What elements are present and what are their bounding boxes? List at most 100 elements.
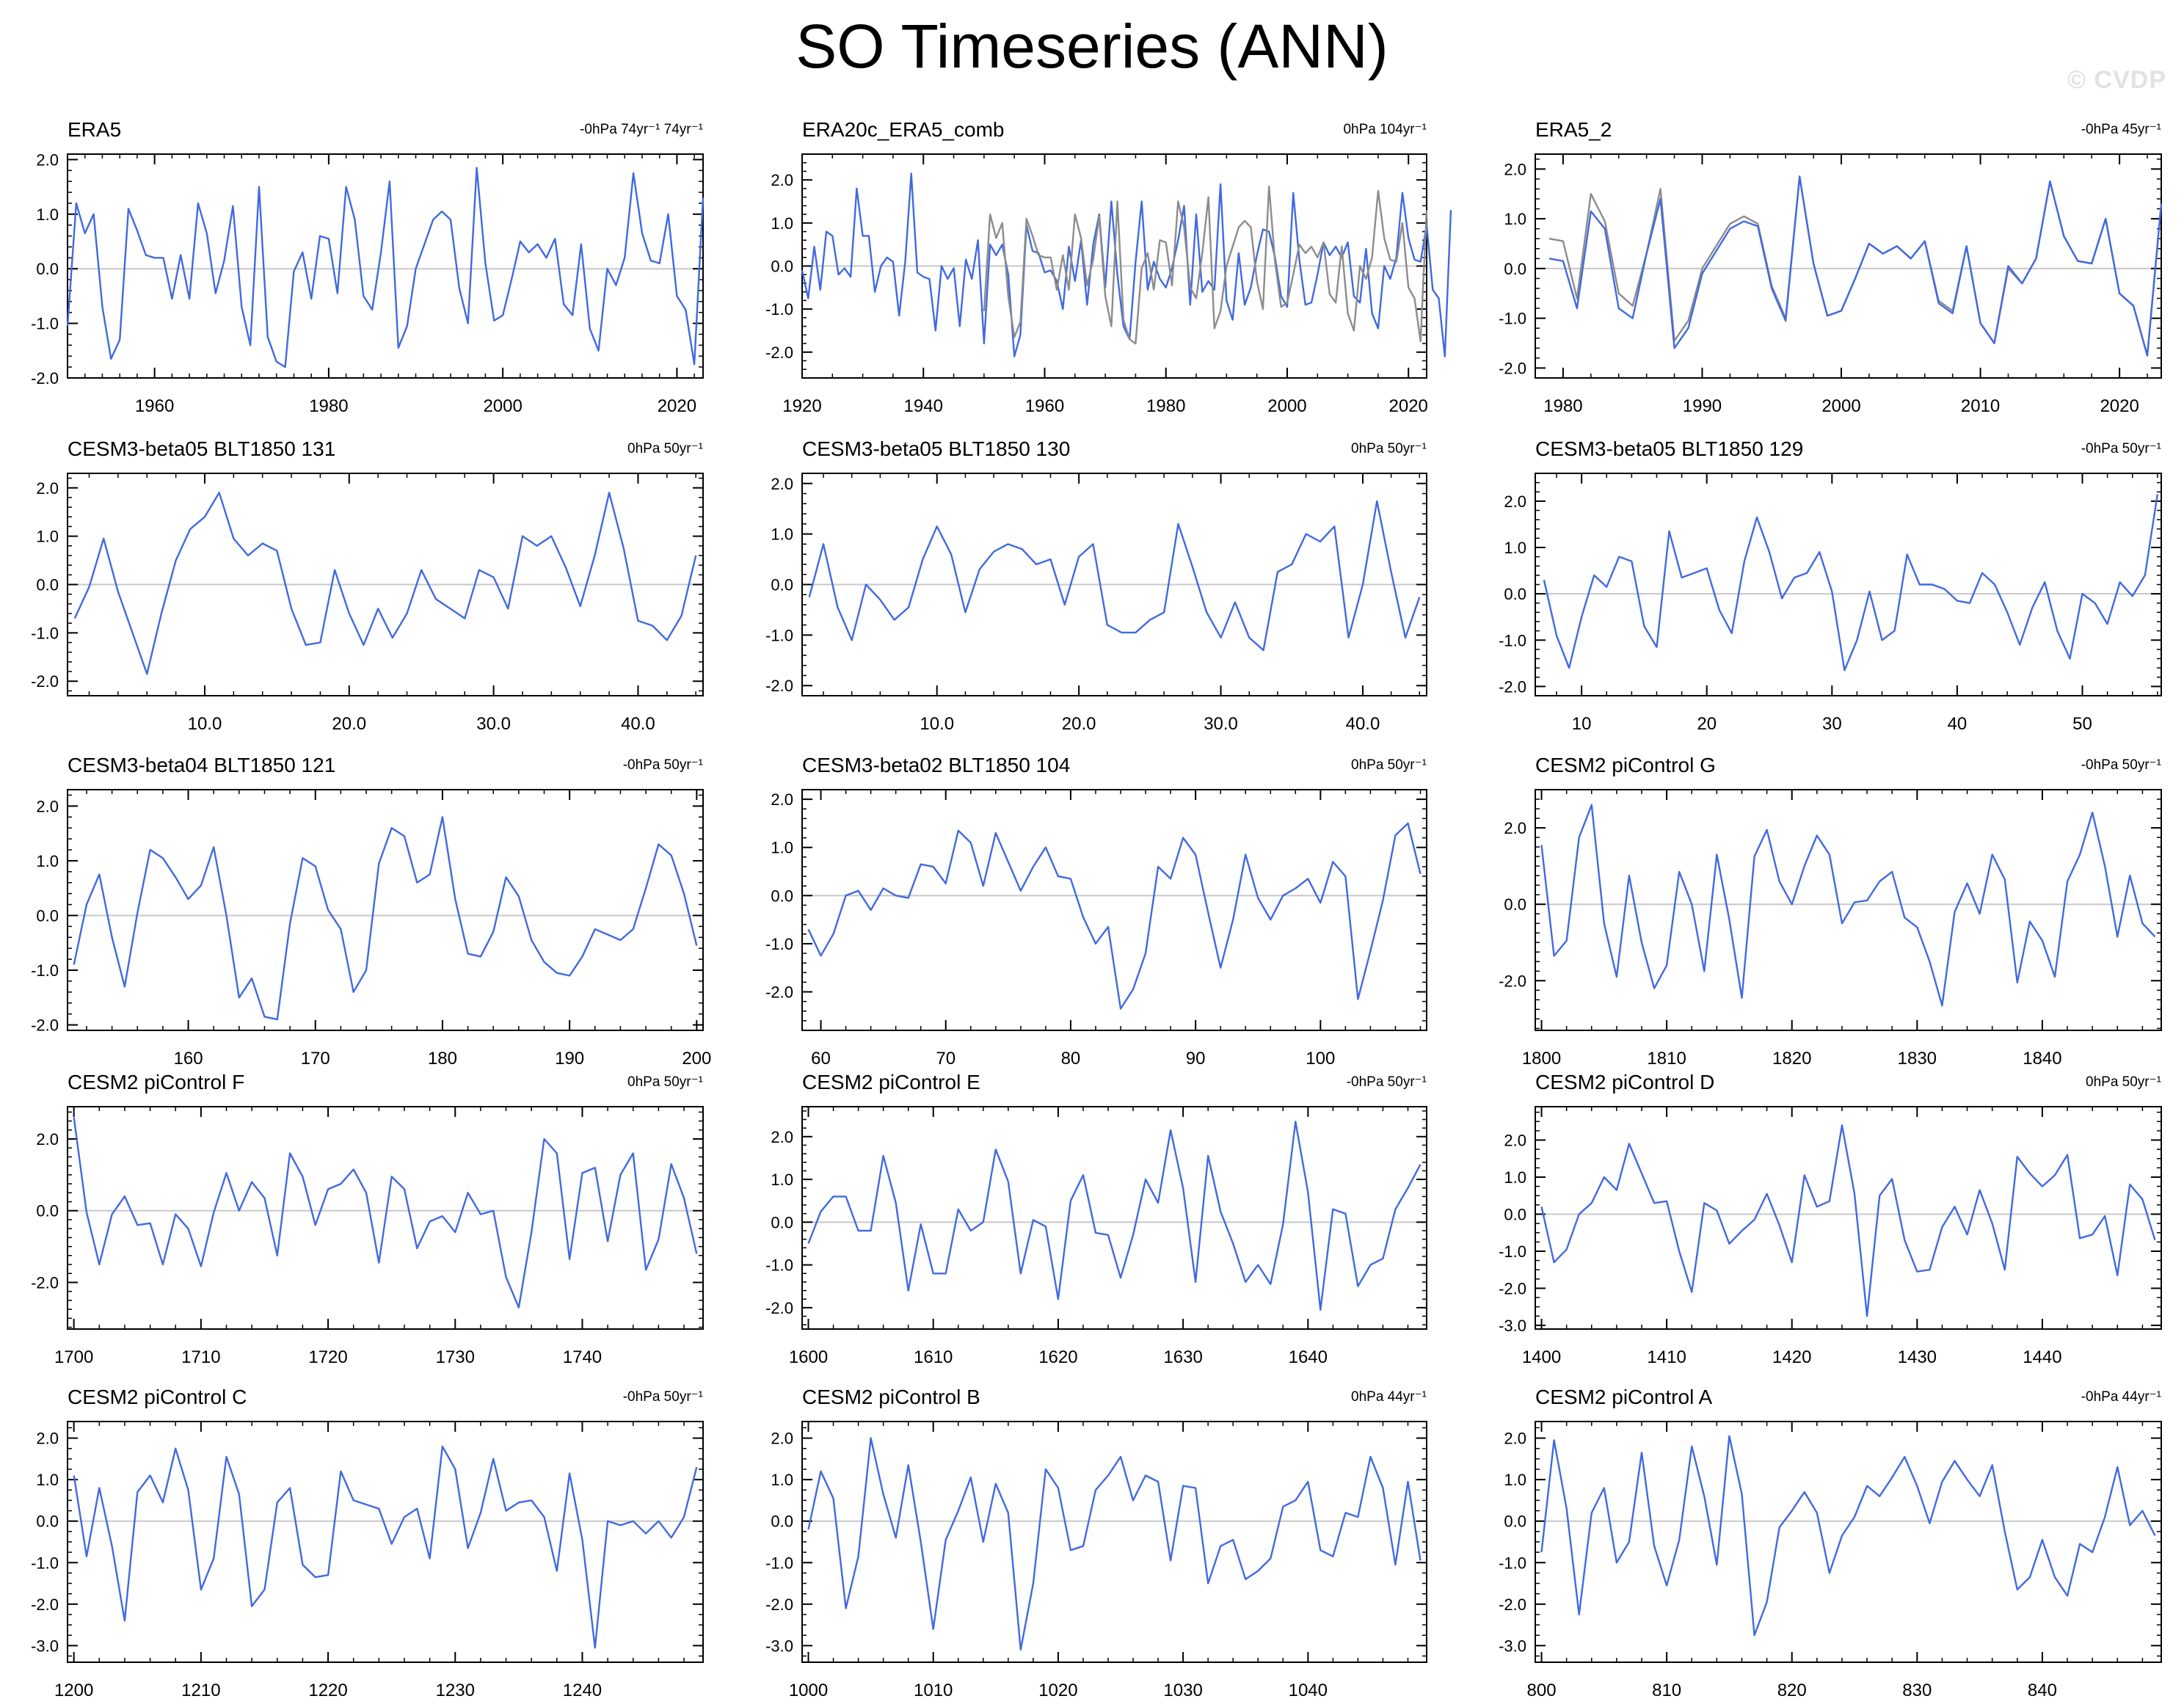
panel-annotation: -0hPa 45yr⁻¹	[2081, 122, 2161, 137]
x-tick-label: 70	[936, 1049, 956, 1069]
x-tick-label: 1980	[1146, 396, 1185, 416]
y-tick-label: 2.0	[1504, 160, 1526, 178]
y-tick-label: 1.0	[771, 839, 793, 857]
chart-panel: CESM2 piControl A -0hPa 44yr⁻¹ -3.0 -2.0 -1.…	[1499, 1386, 2162, 1700]
x-tick-label: 1960	[1025, 396, 1064, 416]
panel-title: CESM2 piControl F	[68, 1071, 244, 1093]
y-tick-label: -2.0	[1499, 677, 1526, 696]
series-line	[73, 816, 698, 1021]
panel-title: CESM2 piControl G	[1535, 754, 1716, 776]
x-tick-label: 40	[1948, 714, 1968, 734]
panel-title: CESM3-beta05 BLT1850 130	[802, 437, 1070, 460]
panel-title: CESM2 piControl A	[1535, 1386, 1713, 1408]
x-tick-label: 1940	[904, 396, 943, 416]
panel-annotation: -0hPa 50yr⁻¹	[623, 1389, 703, 1405]
panel-annotation: 0hPa 104yr⁻¹	[1343, 122, 1427, 137]
x-tick-label: 1700	[54, 1347, 93, 1367]
y-tick-label: 2.0	[36, 1130, 59, 1149]
y-tick-label: 1.0	[36, 1471, 59, 1489]
chart-panel: CESM2 piControl C -0hPa 50yr⁻¹ -3.0 -2.0 -1.…	[31, 1386, 704, 1700]
panel-title: CESM3-beta05 BLT1850 131	[68, 437, 335, 460]
panel-title: CESM2 piControl D	[1535, 1071, 1714, 1093]
y-tick-label: 0.0	[1504, 260, 1526, 278]
x-tick-label: 1990	[1683, 396, 1722, 416]
x-tick-label: 1040	[1289, 1681, 1328, 1700]
y-tick-label: 1.0	[1504, 539, 1526, 557]
x-tick-label: 180	[428, 1049, 457, 1069]
y-tick-label: -2.0	[765, 1299, 793, 1317]
x-tick-label: 30.0	[476, 714, 511, 734]
x-tick-label: 1820	[1772, 1049, 1811, 1069]
x-tick-label: 1600	[789, 1347, 828, 1367]
y-tick-label: 0.0	[771, 258, 793, 276]
x-tick-label: 1840	[2023, 1049, 2061, 1069]
chart-panel: CESM3-beta04 BLT1850 121 -0hPa 50yr⁻¹ -2.0…	[31, 754, 711, 1069]
x-tick-label: 1730	[436, 1347, 475, 1367]
panel-annotation: 0hPa 50yr⁻¹	[2086, 1074, 2161, 1090]
y-tick-label: 0.0	[1504, 585, 1526, 603]
x-tick-label: 1710	[181, 1347, 220, 1367]
panel-title: ERA20c_ERA5_comb	[802, 118, 1004, 141]
panel-title: CESM2 piControl B	[802, 1386, 980, 1408]
y-tick-label: 2.0	[771, 1128, 793, 1146]
y-tick-label: -1.0	[765, 626, 793, 644]
chart-panel: ERA5_2 -0hPa 45yr⁻¹ -2.0 -1.0 0.0 1.0 2.0 1980 1…	[1499, 118, 2163, 416]
y-tick-label: -1.0	[1499, 631, 1526, 649]
y-tick-label: 2.0	[36, 1430, 59, 1448]
y-tick-label: -2.0	[31, 1016, 59, 1035]
x-tick-label: 2000	[483, 396, 522, 416]
x-tick-label: 830	[1902, 1681, 1932, 1700]
plot-frame	[1535, 153, 2162, 379]
y-tick-label: -1.0	[765, 300, 793, 319]
cvdp-watermark: © CVDP	[2067, 66, 2166, 94]
x-tick-label: 1740	[563, 1347, 602, 1367]
plot-frame	[67, 1421, 704, 1663]
x-tick-label: 1800	[1522, 1049, 1561, 1069]
x-tick-label: 50	[2072, 714, 2092, 734]
y-tick-label: 1.0	[36, 852, 59, 870]
x-tick-label: 1980	[309, 396, 348, 416]
y-tick-label: -1.0	[1499, 1554, 1526, 1572]
chart-panel: ERA5 -0hPa 74yr⁻¹ 74yr⁻¹ -2.0 -1.0 0.0 1.0 2.0…	[31, 118, 705, 416]
x-tick-label: 20.0	[1062, 714, 1096, 734]
y-tick-label: 1.0	[771, 1171, 793, 1189]
chart-panel: CESM3-beta02 BLT1850 104 0hPa 50yr⁻¹ -2.0 -…	[765, 754, 1427, 1069]
y-tick-label: 1.0	[1504, 1168, 1526, 1187]
panel-annotation: 0hPa 44yr⁻¹	[1351, 1389, 1427, 1405]
y-tick-label: 2.0	[36, 150, 59, 169]
series-line	[1540, 804, 2156, 1007]
y-tick-label: 2.0	[771, 790, 793, 809]
y-tick-label: 2.0	[1504, 492, 1526, 511]
y-tick-label: 2.0	[1504, 1131, 1526, 1149]
y-tick-label: 2.0	[771, 1430, 793, 1448]
y-tick-label: 2.0	[36, 479, 59, 498]
plot-frame	[801, 789, 1427, 1031]
y-tick-label: -2.0	[1499, 972, 1526, 990]
x-tick-label: 1220	[308, 1681, 347, 1700]
y-tick-label: -2.0	[31, 1595, 59, 1614]
y-tick-label: -1.0	[765, 1554, 793, 1572]
x-tick-label: 800	[1527, 1681, 1557, 1700]
y-tick-label: 0.0	[36, 1202, 59, 1220]
chart-panel: CESM2 piControl G -0hPa 50yr⁻¹ -2.0 0.0 2.0 1…	[1499, 754, 2162, 1069]
x-tick-label: 1210	[181, 1681, 220, 1700]
series-line	[1548, 175, 2163, 357]
x-tick-label: 810	[1652, 1681, 1681, 1700]
panel-annotation: 0hPa 50yr⁻¹	[1351, 441, 1427, 456]
y-tick-label: 2.0	[771, 475, 793, 493]
y-tick-label: -2.0	[31, 369, 59, 387]
x-tick-label: 100	[1306, 1049, 1335, 1069]
chart-panel: ERA20c_ERA5_comb 0hPa 104yr⁻¹ -2.0 -1.0 0.0 1…	[765, 118, 1452, 416]
x-tick-label: 30	[1822, 714, 1842, 734]
x-tick-label: 1640	[1289, 1347, 1328, 1367]
y-tick-label: -1.0	[1499, 1242, 1526, 1261]
plot-frame	[1535, 1106, 2162, 1330]
x-tick-label: 1720	[308, 1347, 347, 1367]
x-tick-label: 1980	[1543, 396, 1582, 416]
x-tick-label: 20	[1697, 714, 1717, 734]
x-tick-label: 90	[1186, 1049, 1206, 1069]
y-tick-label: 0.0	[36, 576, 59, 594]
chart-panel: CESM2 piControl E -0hPa 50yr⁻¹ -2.0 -1.0 0.0…	[765, 1071, 1427, 1367]
x-tick-label: 820	[1777, 1681, 1807, 1700]
panel-title: CESM3-beta02 BLT1850 104	[802, 754, 1070, 776]
